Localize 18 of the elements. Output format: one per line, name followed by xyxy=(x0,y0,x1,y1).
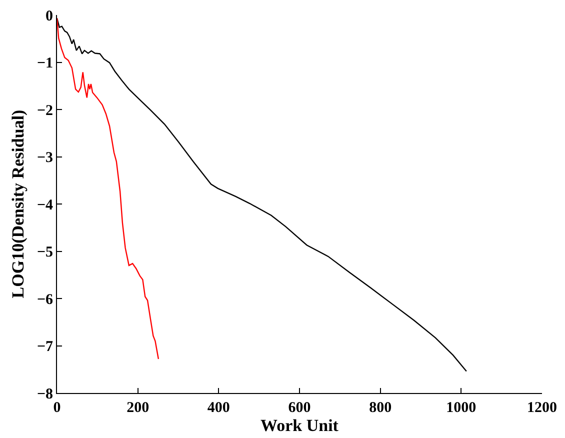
y-tick-label: −8 xyxy=(36,386,53,402)
x-tick-label: 1200 xyxy=(527,400,557,416)
x-tick-label: 200 xyxy=(126,400,150,416)
y-tick-label: −7 xyxy=(36,339,54,355)
y-tick-label: −3 xyxy=(36,150,53,166)
y-tick-label: −4 xyxy=(36,197,54,214)
x-tick-label: 400 xyxy=(207,400,230,416)
x-tick-label: 600 xyxy=(288,400,311,416)
x-axis-title: Work Unit xyxy=(260,416,339,435)
x-tick-label: 1000 xyxy=(446,400,476,416)
line-series xyxy=(57,18,160,360)
y-axis-title: LOG10(Density Residual) xyxy=(8,110,28,298)
y-tick-label: −1 xyxy=(36,56,53,72)
x-tick-label: 800 xyxy=(369,400,392,416)
y-tick-label: 0 xyxy=(46,8,53,24)
y-tick-label: −5 xyxy=(36,244,53,260)
y-tick-label: −2 xyxy=(36,102,53,119)
y-tick-label: −6 xyxy=(36,292,54,308)
